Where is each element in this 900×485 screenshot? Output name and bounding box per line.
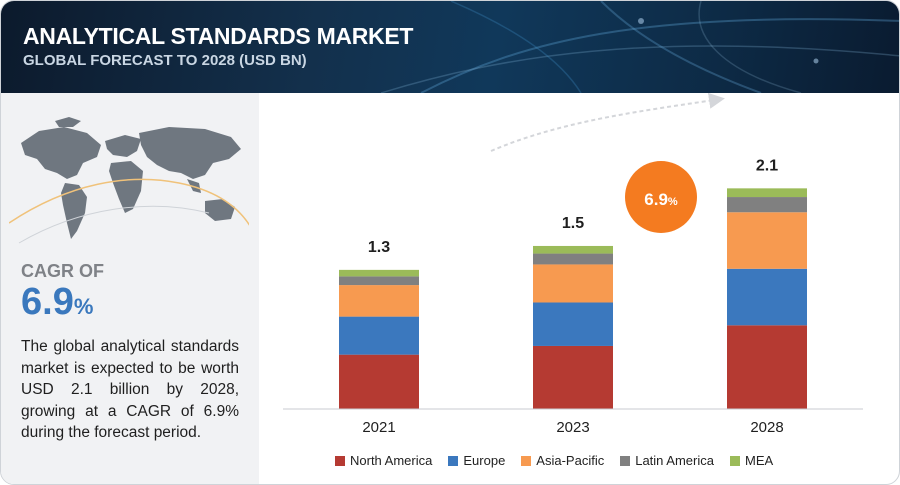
bar-segment-latin-america-2023	[533, 253, 613, 265]
cagr-number: 6.9	[21, 281, 74, 323]
badge-value: 6.9	[644, 190, 668, 209]
bar-segment-europe-2028	[727, 268, 807, 326]
legend-swatch	[729, 455, 740, 466]
bar-segment-mea-2028	[727, 188, 807, 198]
header-light-streaks	[380, 1, 899, 93]
bar-group: 1.3 2021 1.5 2023 2.1 2028	[339, 157, 807, 436]
cagr-badge: 6.9%	[625, 161, 697, 233]
bar-segment-asia-pacific-2021	[339, 285, 419, 317]
bar-segment-asia-pacific-2028	[727, 212, 807, 269]
bar-segment-mea-2023	[533, 245, 613, 254]
bar-segment-north-america-2021	[339, 354, 419, 409]
x-tick-label-2028: 2028	[750, 419, 783, 436]
badge-unit: %	[668, 196, 678, 208]
legend-swatch	[620, 455, 631, 466]
page-subtitle: GLOBAL FORECAST TO 2028 (USD BN)	[23, 52, 307, 69]
legend-label: Asia-Pacific	[536, 453, 605, 468]
market-description: The global analytical standards market i…	[21, 338, 239, 441]
cagr-label: CAGR OF	[21, 261, 104, 281]
total-label-2023: 1.5	[562, 215, 584, 232]
legend-item-north-america: North America	[335, 453, 432, 468]
legend-item-mea: MEA	[729, 453, 774, 468]
cagr-value: 6.9%	[21, 281, 93, 324]
legend-label: MEA	[744, 453, 774, 468]
legend-label: Europe	[463, 453, 506, 468]
growth-arrow	[490, 92, 725, 152]
x-tick-label-2021: 2021	[362, 419, 395, 436]
bar-segment-europe-2023	[533, 302, 613, 346]
cagr-badge-text: 6.9%	[644, 190, 678, 209]
legend-item-latin-america: Latin America	[620, 453, 714, 468]
legend-swatch	[335, 455, 345, 466]
bar-segment-north-america-2028	[727, 325, 807, 409]
legend-label: Latin America	[635, 453, 714, 468]
legend-item-europe: Europe	[448, 453, 505, 468]
total-label-2021: 1.3	[368, 239, 390, 256]
world-map-icon	[9, 117, 249, 244]
bar-segment-latin-america-2021	[339, 276, 419, 286]
bar-segment-north-america-2023	[533, 345, 613, 409]
bar-segment-mea-2021	[339, 269, 419, 277]
cagr-unit: %	[73, 294, 94, 319]
page-title: ANALYTICAL STANDARDS MARKET	[23, 23, 414, 49]
cagr-badge-circle	[625, 161, 697, 233]
x-tick-label-2023: 2023	[556, 419, 589, 436]
header-banner: ANALYTICAL STANDARDS MARKET GLOBAL FOREC…	[1, 1, 899, 93]
legend-item-asia-pacific: Asia-Pacific	[521, 453, 604, 468]
total-label-2028: 2.1	[756, 157, 778, 174]
legend-swatch	[448, 455, 459, 466]
summary-panel: CAGR OF 6.9% The global analytical stand…	[1, 93, 259, 484]
legend-label: North America	[350, 453, 433, 468]
bar-segment-asia-pacific-2023	[533, 264, 613, 303]
bar-segment-europe-2021	[339, 316, 419, 355]
bar-segment-latin-america-2028	[727, 197, 807, 213]
chart-legend: North America Europe Asia-Pacific Latin Ame…	[335, 453, 773, 468]
legend-swatch	[521, 455, 532, 466]
